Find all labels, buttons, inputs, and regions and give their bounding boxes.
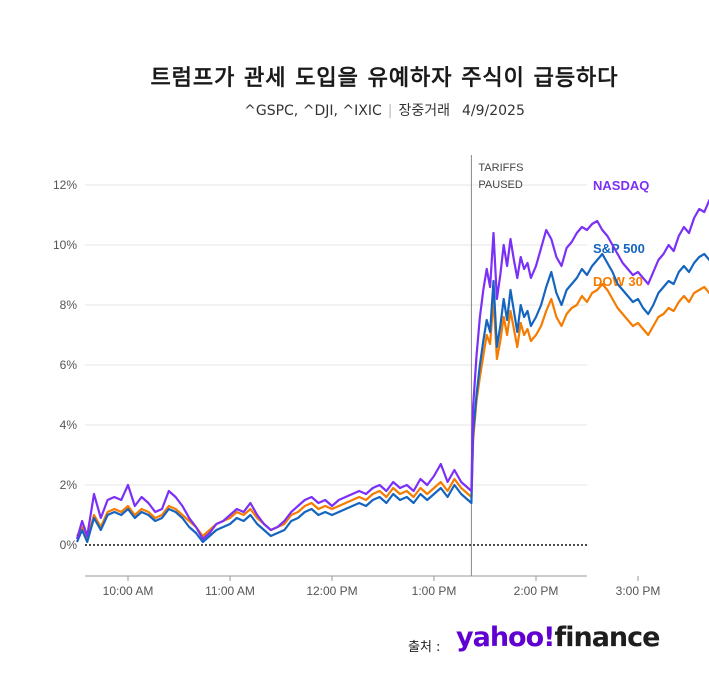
y-tick-label: 10% [53,238,77,252]
x-tick-label: 3:00 PM [616,584,661,598]
session-label: 장중거래 [398,103,450,119]
x-tick-label: 12:00 PM [306,584,357,598]
series-label: S&P 500 [593,241,645,256]
logo-yahoo-text: yahoo! [456,622,555,653]
tickers-label: ^GSPC, ^DJI, ^IXIC [244,103,382,119]
source-label: 출처 : [408,640,441,655]
annotation-text: TARIFFS [478,162,523,174]
series-line-dow-30 [76,282,709,541]
x-tick-label: 1:00 PM [412,584,457,598]
x-tick-label: 10:00 AM [103,584,154,598]
chart-subtitle: ^GSPC, ^DJI, ^IXIC | 장중거래 4/9/2025 [0,100,709,120]
series-line-nasdaq [75,198,709,541]
y-tick-label: 12% [53,178,77,192]
series-label: DOW 30 [593,274,643,289]
y-tick-label: 6% [60,358,78,372]
x-tick-label: 11:00 AM [205,584,255,598]
logo-finance-text: finance [554,622,660,653]
chart-title: 트럼프가 관세 도입을 유예하자 주식이 급등하다 [150,66,619,91]
y-tick-label: 2% [60,478,78,492]
date-label: 4/9/2025 [461,103,525,119]
y-tick-label: 8% [60,298,78,312]
x-tick-label: 2:00 PM [514,584,559,598]
y-tick-label: 0% [60,538,78,552]
annotation-text: PAUSED [478,179,522,191]
yahoo-finance-logo[interactable]: yahoo!finance [456,622,660,653]
series-label: NASDAQ [593,178,649,193]
y-tick-label: 4% [60,418,78,432]
subtitle-divider: | [387,103,393,119]
